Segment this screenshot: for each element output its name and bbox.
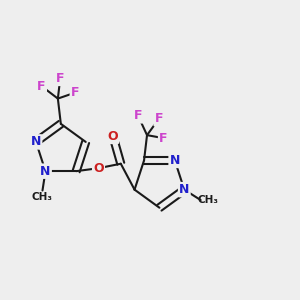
Text: N: N — [40, 165, 51, 178]
Text: F: F — [134, 109, 142, 122]
Text: F: F — [155, 112, 163, 125]
Text: N: N — [31, 135, 41, 148]
Text: CH₃: CH₃ — [32, 192, 53, 202]
Text: O: O — [107, 130, 118, 143]
Text: F: F — [37, 80, 46, 93]
Text: N: N — [169, 154, 180, 167]
Text: F: F — [159, 132, 168, 145]
Text: CH₃: CH₃ — [198, 195, 219, 205]
Text: F: F — [56, 72, 64, 85]
Text: N: N — [179, 183, 190, 196]
Text: O: O — [93, 162, 104, 175]
Text: F: F — [71, 86, 79, 99]
